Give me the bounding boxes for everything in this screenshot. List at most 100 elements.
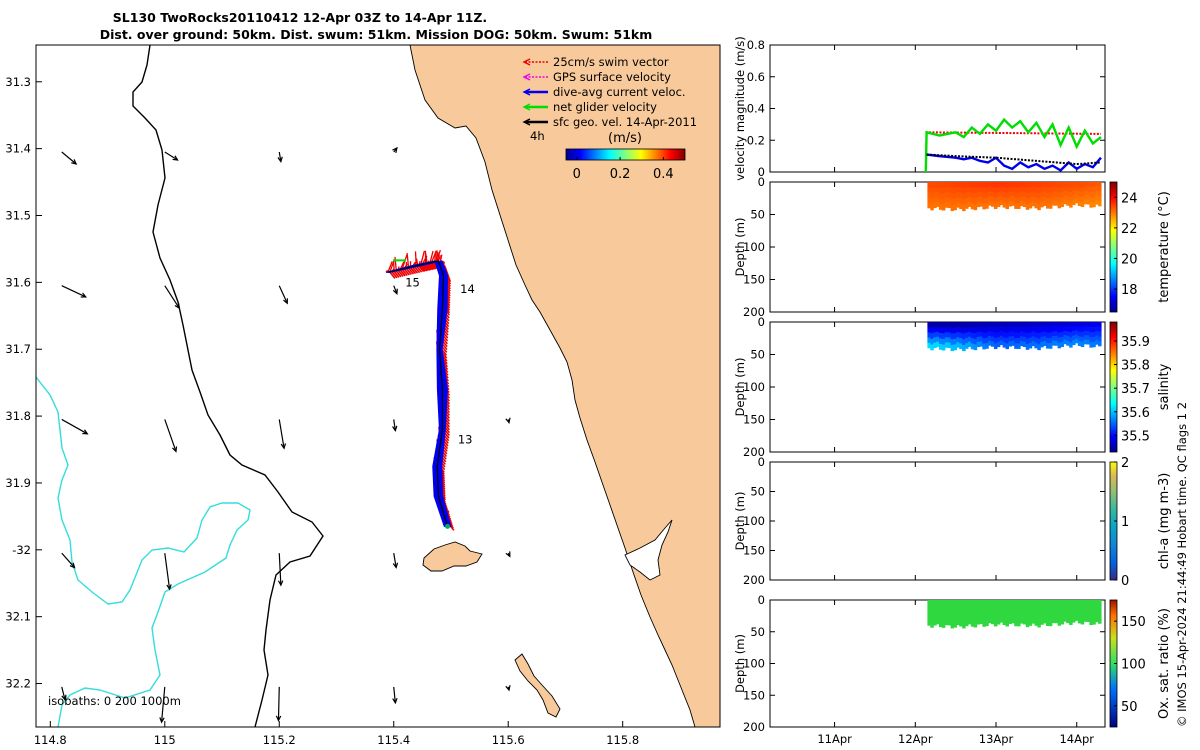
heatmap-cell xyxy=(1077,322,1082,328)
swim-vector xyxy=(414,251,417,266)
heatmap-cell xyxy=(1051,600,1056,605)
swim-vector xyxy=(399,261,405,270)
heatmap-cell xyxy=(967,322,972,328)
heatmap-cell xyxy=(950,204,955,212)
heatmap-cell xyxy=(933,605,937,611)
heatmap-cell xyxy=(979,609,983,615)
heatmap-cell xyxy=(1040,327,1044,333)
heatmap-cell xyxy=(1019,618,1024,624)
map-y-tick-label: 32.2 xyxy=(5,677,31,691)
heatmap-cell xyxy=(1069,202,1073,208)
heatmap-cell xyxy=(933,327,937,333)
velocity-series-line xyxy=(926,153,1102,172)
heatmap-cell xyxy=(991,186,995,193)
swim-vector xyxy=(418,265,425,273)
heatmap-cell xyxy=(1054,613,1059,619)
heatmap-cell xyxy=(1037,605,1041,612)
heatmap-cell xyxy=(973,333,978,340)
heatmap-cell xyxy=(927,192,931,198)
current-vector-arrow xyxy=(61,285,88,298)
heatmap-cell xyxy=(1048,615,1053,621)
heatmap-cell xyxy=(979,182,983,188)
heatmap-cell xyxy=(985,620,989,627)
heatmap-cell xyxy=(1048,327,1053,333)
heatmap-cell xyxy=(996,191,1001,198)
heatmap-cell xyxy=(973,600,978,606)
heatmap-cell xyxy=(953,600,957,606)
heatmap-cell xyxy=(953,327,957,334)
heatmap-cell xyxy=(1051,186,1056,192)
heatmap-cell xyxy=(956,332,960,338)
heatmap-cell xyxy=(927,197,931,204)
heatmap-cell xyxy=(1017,620,1021,627)
heatmap-cell xyxy=(1063,339,1067,345)
heatmap-cell xyxy=(1092,331,1096,338)
panel-frame xyxy=(769,44,1106,173)
map-estuary xyxy=(624,519,673,581)
heatmap-cell xyxy=(944,619,949,626)
heatmap-cell xyxy=(1017,337,1021,344)
heatmap-cell xyxy=(1031,196,1036,202)
map-x-tick-label: 115.8 xyxy=(606,733,639,747)
heatmap-cell xyxy=(1095,604,1099,610)
heatmap-cell xyxy=(927,605,931,611)
colorbar-tick-label: 35.6 xyxy=(1121,406,1150,421)
heatmap-cell xyxy=(1048,610,1053,616)
heatmap-cell xyxy=(1005,192,1010,199)
heatmap-cell xyxy=(938,332,943,339)
dive-avg-current-ribbon xyxy=(385,260,452,527)
heatmap-cell xyxy=(967,614,972,620)
current-vector-arrow xyxy=(278,285,288,305)
heatmap-cell xyxy=(962,611,966,618)
heatmap-cell xyxy=(944,609,949,616)
heatmap-cell xyxy=(1092,326,1096,333)
colorbar-label: chl-a (mg m-3) xyxy=(1157,473,1172,570)
heatmap-cell xyxy=(1025,198,1030,205)
heatmap-cell xyxy=(1008,196,1012,202)
heatmap-cell xyxy=(959,620,963,627)
heatmap-cell xyxy=(1066,609,1070,615)
heatmap-cell xyxy=(1048,332,1053,339)
heatmap-cell xyxy=(1066,182,1070,187)
heatmap-cell xyxy=(1043,326,1047,332)
heatmap-cell xyxy=(1063,199,1067,205)
heatmap-cell xyxy=(976,186,981,193)
heatmap-cell xyxy=(1098,326,1102,332)
heatmap-cell xyxy=(1080,341,1085,348)
panel-y-tick-label: 0 xyxy=(758,165,765,179)
heatmap-cell xyxy=(1043,186,1047,192)
heatmap-cell xyxy=(996,341,1001,348)
heatmap-cell xyxy=(1017,322,1021,328)
heatmap-cell xyxy=(973,204,978,211)
heatmap-cell xyxy=(1069,337,1073,343)
heatmap-cell xyxy=(1057,202,1062,209)
heatmap-cell xyxy=(1077,604,1082,610)
swim-vector xyxy=(435,250,438,262)
heatmap-cell xyxy=(1019,336,1024,342)
heatmap-cell xyxy=(1046,610,1050,616)
heatmap-cell xyxy=(962,327,966,334)
heatmap-cell xyxy=(1048,182,1053,188)
heatmap-cell xyxy=(947,342,952,349)
heatmap-cell xyxy=(1025,344,1030,350)
heatmap-cell xyxy=(1022,186,1027,193)
heatmap-cell xyxy=(988,336,992,342)
heatmap-cell xyxy=(976,182,981,188)
heatmap-cell xyxy=(1054,326,1059,332)
heatmap-cell xyxy=(1057,600,1062,606)
heatmap-cell xyxy=(982,198,986,204)
heatmap-cell xyxy=(1060,326,1064,333)
heatmap-cell xyxy=(1005,187,1010,194)
heatmap-cell xyxy=(976,326,981,333)
heatmap-cell xyxy=(965,322,969,328)
heatmap-cell xyxy=(1092,341,1096,348)
current-vector-arrow xyxy=(61,418,89,435)
heatmap-cell xyxy=(944,192,949,198)
heatmap-cell xyxy=(1002,604,1007,611)
heatmap-cell xyxy=(1086,199,1090,205)
heatmap-cell xyxy=(965,332,969,339)
swim-vector xyxy=(430,262,437,270)
heatmap-cell xyxy=(1037,621,1041,628)
heatmap-cell xyxy=(965,187,969,193)
heatmap-cell xyxy=(1040,604,1044,611)
